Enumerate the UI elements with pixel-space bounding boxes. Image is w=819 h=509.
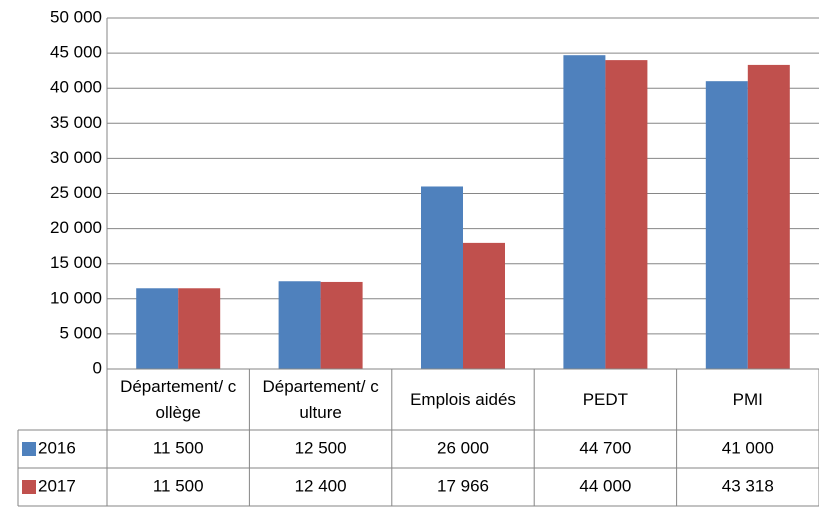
y-tick-label: 30 000 <box>50 148 102 167</box>
x-tick-label: Département/ collège <box>120 377 237 422</box>
y-tick-label: 35 000 <box>50 113 102 132</box>
table-value: 43 318 <box>722 476 774 495</box>
y-tick-label: 5 000 <box>59 323 102 342</box>
y-tick-label: 0 <box>93 358 102 377</box>
table-value: 26 000 <box>437 438 489 457</box>
table-value: 12 500 <box>295 438 347 457</box>
y-tick-label: 25 000 <box>50 183 102 202</box>
table-value: 44 000 <box>579 476 631 495</box>
bar <box>605 60 648 370</box>
table-value: 41 000 <box>722 438 774 457</box>
y-tick-label: 40 000 <box>50 78 102 97</box>
bar <box>136 288 179 369</box>
y-tick-label: 50 000 <box>50 7 102 26</box>
bar <box>563 55 606 370</box>
bar <box>705 81 748 370</box>
y-tick-label: 15 000 <box>50 253 102 272</box>
x-tick-label: PEDT <box>582 390 629 409</box>
bar <box>178 288 221 369</box>
y-tick-label: 10 000 <box>50 288 102 307</box>
table-value: 11 500 <box>153 438 204 457</box>
x-tick-label: PMI <box>732 390 763 409</box>
bar <box>463 242 505 369</box>
table-value: 44 700 <box>579 438 631 457</box>
table-value: 11 500 <box>153 476 204 495</box>
x-tick-label: Emplois aidés <box>410 390 516 409</box>
bar <box>278 281 321 369</box>
legend-label: 2017 <box>38 476 76 495</box>
bar <box>320 281 363 369</box>
legend-key <box>22 442 36 456</box>
legend-key <box>22 480 36 494</box>
bar <box>421 186 463 369</box>
y-tick-label: 20 000 <box>50 218 102 237</box>
y-tick-label: 45 000 <box>50 43 102 62</box>
table-value: 12 400 <box>295 476 347 495</box>
bar <box>747 64 790 369</box>
legend-label: 2016 <box>38 438 76 457</box>
table-value: 17 966 <box>437 476 489 495</box>
x-tick-label: Département/ culture <box>262 377 379 422</box>
